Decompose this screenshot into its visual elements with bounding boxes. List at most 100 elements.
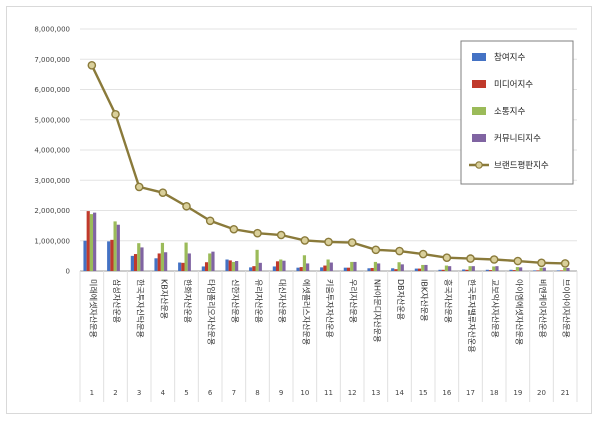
bar xyxy=(329,262,333,271)
y-tick-label: 1,000,000 xyxy=(34,237,70,245)
x-category-label: 키움투자자산운용 xyxy=(325,279,335,338)
line-point xyxy=(560,259,570,268)
bar xyxy=(495,266,499,271)
bar xyxy=(282,260,286,271)
bar xyxy=(208,253,212,271)
x-rank-label: 3 xyxy=(137,389,141,397)
x-category-label: 미래에셋자산운용 xyxy=(88,279,98,338)
bar xyxy=(130,255,134,271)
x-rank-label: 13 xyxy=(371,389,380,397)
bar xyxy=(133,254,138,271)
bar xyxy=(164,252,168,271)
bar xyxy=(249,267,253,271)
bar xyxy=(519,267,523,271)
bar xyxy=(468,266,472,271)
x-rank-label: 1 xyxy=(90,389,94,397)
bar xyxy=(255,249,259,271)
bar xyxy=(417,268,422,271)
bar xyxy=(343,267,347,271)
line-point xyxy=(87,61,97,70)
bar xyxy=(533,270,537,271)
y-tick-label: 7,000,000 xyxy=(34,56,70,64)
bar xyxy=(258,262,262,271)
bar xyxy=(509,269,513,271)
bar xyxy=(306,263,310,271)
line-point xyxy=(324,237,333,247)
y-tick-label: 2,000,000 xyxy=(34,207,70,215)
legend-swatch xyxy=(472,53,486,61)
legend-label: 커뮤니티지수 xyxy=(494,133,541,144)
x-category-label: 우리자산운용 xyxy=(349,279,359,323)
bar xyxy=(512,270,516,271)
bar xyxy=(566,267,570,271)
line-point xyxy=(229,224,239,234)
bar xyxy=(178,262,182,271)
x-category-label: 신한자산운용 xyxy=(230,279,240,323)
x-rank-label: 21 xyxy=(561,389,570,397)
x-category-label: 교보악사자산운용 xyxy=(491,279,501,338)
x-category-label: 비엔케이자산운용 xyxy=(538,279,548,338)
bar xyxy=(373,261,378,271)
bar xyxy=(137,243,141,271)
bar xyxy=(279,259,283,271)
bar xyxy=(235,261,239,271)
x-category-label: IBK자산운용 xyxy=(420,279,430,322)
x-category-label: NH아문디자산운용 xyxy=(372,279,382,343)
x-rank-label: 9 xyxy=(279,389,283,397)
x-category-label: 흥국자산운용 xyxy=(443,279,453,323)
x-category-label: 타임폴리오자산운용 xyxy=(207,279,217,345)
x-rank-label: 17 xyxy=(466,389,475,397)
bar xyxy=(110,239,114,271)
x-category-label: KB자산운용 xyxy=(159,279,169,319)
bar xyxy=(211,251,215,271)
bar xyxy=(302,255,307,271)
x-category-label: 브이아이자산운용 xyxy=(562,279,572,338)
bar xyxy=(462,269,466,271)
x-axis: 미래에셋자산운용 1 삼성자산운용 2 한국투자신탁운용 3 KB자산운용 4 한화자산운용 5 타… xyxy=(79,271,578,402)
line-point xyxy=(513,256,523,266)
bar xyxy=(113,221,117,271)
line-series xyxy=(87,61,570,268)
bar xyxy=(515,267,520,271)
legend-marker-swatch xyxy=(475,161,483,169)
line-point xyxy=(205,216,215,226)
bar xyxy=(421,264,425,271)
x-category-label: 에셋플러스자산운용 xyxy=(301,279,311,345)
bar xyxy=(204,262,209,271)
legend-label: 소통지수 xyxy=(494,107,525,117)
line-point xyxy=(537,258,546,268)
x-rank-label: 8 xyxy=(255,389,259,397)
y-gridlines xyxy=(80,28,577,242)
bar xyxy=(184,242,188,271)
bar-series xyxy=(83,211,570,271)
line-point xyxy=(134,182,144,192)
bar xyxy=(536,270,540,271)
bar xyxy=(326,259,330,271)
line-point xyxy=(276,230,286,240)
x-rank-label: 4 xyxy=(161,389,166,397)
bar xyxy=(394,269,398,271)
bar xyxy=(187,253,191,271)
y-tick-label: 0 xyxy=(66,268,70,276)
x-category-label: 한화자산운용 xyxy=(183,279,193,323)
bar xyxy=(353,261,357,271)
line-point xyxy=(489,255,499,264)
x-category-label: 한국투자밸류자산운용 xyxy=(467,279,477,353)
x-category-label: 유리자산운용 xyxy=(254,279,264,323)
chart-frame: 0 1,000,000 2,000,000 3,000,000 4,000,000 5,0… xyxy=(6,6,592,414)
bar xyxy=(299,267,303,271)
bar xyxy=(157,253,161,271)
x-rank-label: 16 xyxy=(442,389,451,397)
bar xyxy=(346,267,351,271)
x-rank-label: 2 xyxy=(113,389,117,397)
legend-swatch xyxy=(472,80,486,88)
line-point xyxy=(300,236,310,245)
legend-label: 미디어지수 xyxy=(494,79,533,90)
x-rank-label: 15 xyxy=(419,389,428,397)
bar xyxy=(424,264,428,271)
bar xyxy=(377,263,381,271)
legend-swatch xyxy=(472,107,486,115)
bar xyxy=(367,268,371,271)
bar xyxy=(414,268,418,271)
